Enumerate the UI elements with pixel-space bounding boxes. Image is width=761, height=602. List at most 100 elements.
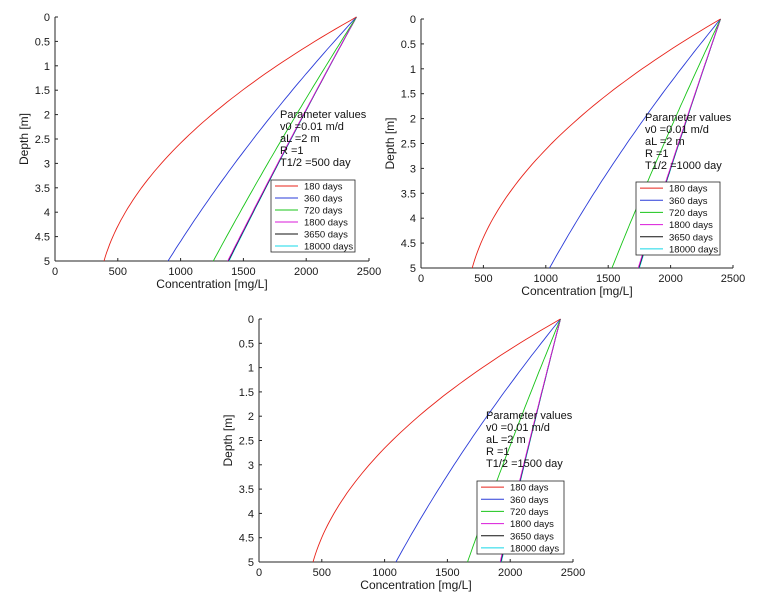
x-tick-label: 1500 — [596, 273, 620, 285]
y-tick-label: 3 — [410, 163, 416, 175]
x-tick-label: 1000 — [372, 567, 396, 579]
legend-entry: 360 days — [669, 196, 708, 207]
series-line-720-days — [212, 16, 357, 262]
x-tick-label: 1000 — [534, 273, 558, 285]
chart-panel-500-day: 0 500 1000 1500 2000 2500 0 0.5 1 1.5 2 2.5 3 3.5 4 4.5… — [17, 12, 381, 291]
legend-entry: 3650 days — [669, 232, 713, 243]
parameter-line: T1/2 =500 day — [280, 157, 351, 169]
y-tick-label: 1 — [248, 363, 254, 375]
legend-entry: 18000 days — [304, 242, 353, 253]
legend-entry: 720 days — [304, 206, 343, 217]
x-tick-label: 500 — [474, 273, 492, 285]
y-tick-label: 1.5 — [35, 85, 50, 97]
parameter-line: T1/2 =1000 day — [645, 160, 722, 172]
legend-entry: 180 days — [304, 182, 343, 193]
parameter-line: R =1 — [486, 446, 510, 458]
x-tick-label: 0 — [256, 567, 262, 579]
series-line-720-days — [611, 18, 721, 269]
legend-entry: 720 days — [669, 208, 708, 219]
y-tick-label: 4 — [410, 213, 416, 225]
y-tick-label: 0 — [410, 14, 416, 26]
parameter-line: R =1 — [645, 148, 669, 160]
x-tick-label: 0 — [52, 266, 58, 278]
legend-box — [635, 181, 721, 256]
parameter-line: R =1 — [280, 145, 304, 157]
legend-entry: 3650 days — [510, 531, 554, 542]
legend-entry: 360 days — [304, 194, 343, 205]
parameter-line: Parameter values — [645, 112, 732, 124]
x-tick-label: 1500 — [231, 266, 255, 278]
series-line-1800-days — [227, 16, 357, 262]
y-axis-label: Depth [m] — [221, 414, 235, 466]
y-axis-label: Depth [m] — [17, 113, 31, 165]
x-tick-label: 1000 — [168, 266, 192, 278]
y-tick-label: 4.5 — [401, 238, 416, 250]
x-tick-label: 2000 — [294, 266, 318, 278]
legend-entry: 1800 days — [304, 218, 348, 229]
x-axis-label: Concentration [mg/L] — [156, 277, 267, 291]
series-line-180-days — [312, 318, 561, 563]
x-tick-label: 500 — [109, 266, 127, 278]
y-tick-label: 4.5 — [239, 533, 254, 545]
series-line-360-days — [395, 318, 561, 563]
x-tick-label: 500 — [313, 567, 331, 579]
y-tick-label: 2.5 — [35, 134, 50, 146]
parameter-line: v0 =0.01 m/d — [645, 124, 709, 136]
y-tick-label: 0.5 — [35, 36, 50, 48]
y-tick-label: 5 — [44, 256, 50, 268]
x-axis-label: Concentration [mg/L] — [521, 284, 632, 298]
y-tick-label: 1.5 — [401, 89, 416, 101]
x-tick-label: 0 — [418, 273, 424, 285]
y-tick-label: 0.5 — [401, 39, 416, 51]
chart-panel-1000-day: 0 500 1000 1500 2000 2500 0 0.5 1 1.5 2 2.5 3 3.5 4 4.5… — [383, 14, 745, 298]
y-tick-label: 0 — [248, 314, 254, 326]
parameter-line: T1/2 =1500 day — [486, 458, 563, 470]
chart-panel-1500-day: 0 500 1000 1500 2000 2500 0 0.5 1 1.5 2 2.5 3 3.5 4 4.5… — [221, 314, 585, 592]
y-tick-label: 3 — [44, 158, 50, 170]
y-tick-label: 1.5 — [239, 387, 254, 399]
series-line-180-days — [103, 16, 357, 262]
y-tick-label: 3.5 — [35, 183, 50, 195]
y-tick-label: 2 — [44, 110, 50, 122]
y-tick-label: 5 — [248, 557, 254, 569]
y-tick-label: 3 — [248, 460, 254, 472]
y-tick-label: 2.5 — [239, 436, 254, 448]
y-tick-label: 0 — [44, 12, 50, 24]
y-tick-label: 3.5 — [239, 484, 254, 496]
legend-entry: 18000 days — [669, 244, 718, 255]
legend-entry: 360 days — [510, 495, 549, 506]
y-tick-label: 4.5 — [35, 232, 50, 244]
y-tick-label: 0.5 — [239, 338, 254, 350]
x-tick-label: 2000 — [498, 567, 522, 579]
x-tick-label: 1500 — [435, 567, 459, 579]
legend-entry: 180 days — [669, 184, 708, 195]
parameter-line: Parameter values — [280, 109, 367, 121]
series-group — [103, 16, 357, 262]
y-tick-label: 4 — [248, 508, 254, 520]
parameter-line: v0 =0.01 m/d — [486, 422, 550, 434]
x-tick-label: 2000 — [658, 273, 682, 285]
parameter-line: aL =2 m — [645, 136, 685, 148]
y-tick-label: 2.5 — [401, 139, 416, 151]
y-tick-label: 5 — [410, 263, 416, 275]
y-axis-label: Depth [m] — [383, 117, 397, 169]
series-line-180-days — [471, 18, 721, 269]
x-tick-label: 2500 — [561, 567, 585, 579]
legend-entry: 1800 days — [510, 519, 554, 530]
parameter-line: aL =2 m — [280, 133, 320, 145]
y-tick-label: 4 — [44, 207, 50, 219]
legend-box — [476, 480, 565, 555]
legend-entry: 18000 days — [510, 543, 559, 554]
y-tick-label: 1 — [410, 64, 416, 76]
legend-box — [270, 179, 356, 253]
parameter-line: aL =2 m — [486, 434, 526, 446]
x-tick-label: 2500 — [721, 273, 745, 285]
series-line-360-days — [549, 18, 721, 269]
y-tick-label: 2 — [410, 114, 416, 126]
parameter-line: v0 =0.01 m/d — [280, 121, 344, 133]
y-tick-label: 3.5 — [401, 188, 416, 200]
legend-entry: 720 days — [510, 507, 549, 518]
y-tick-label: 1 — [44, 61, 50, 73]
legend-entry: 1800 days — [669, 220, 713, 231]
